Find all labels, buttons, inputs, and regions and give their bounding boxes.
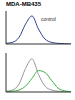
html-text:MDA-MB435: MDA-MB435 bbox=[6, 1, 41, 7]
svg-text:control: control bbox=[41, 16, 56, 22]
